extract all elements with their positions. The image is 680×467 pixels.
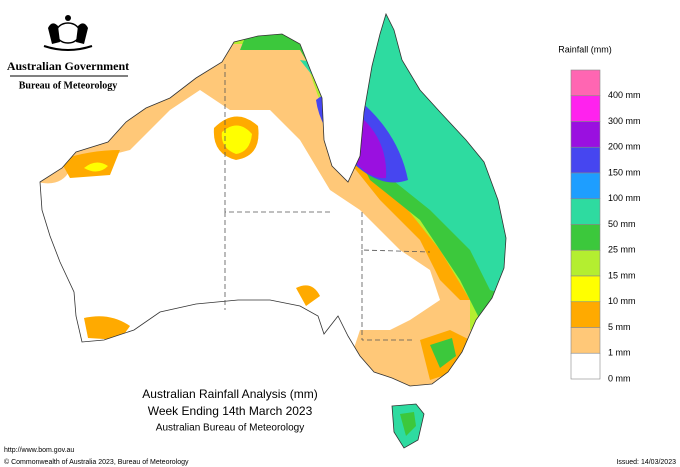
legend: 400 mm 300 mm 200 mm 150 mm 100 mm 50 mm 25 mm… — [570, 69, 641, 383]
map-credit: Australian Bureau of Meteorology — [156, 423, 304, 434]
legend-label: 10 mm — [608, 296, 636, 306]
legend-title: Rainfall (mm) — [558, 44, 612, 54]
legend-swatch — [570, 198, 601, 225]
legend-swatch — [570, 121, 601, 148]
legend-label: 400 mm — [608, 90, 641, 100]
legend-swatch — [570, 327, 601, 354]
legend-label: 5 mm — [608, 322, 631, 332]
legend-label: 0 mm — [608, 373, 631, 383]
legend-swatch — [570, 224, 601, 251]
map-subtitle: Week Ending 14th March 2023 — [148, 404, 313, 418]
legend-label: 25 mm — [608, 245, 636, 255]
government-name: Australian Government — [7, 59, 129, 73]
legend-label: 15 mm — [608, 270, 636, 280]
legend-label: 150 mm — [608, 167, 641, 177]
bureau-name: Bureau of Meteorology — [19, 80, 118, 91]
legend-label: 50 mm — [608, 219, 636, 229]
map-title: Australian Rainfall Analysis (mm) — [142, 387, 317, 401]
footer-url: http://www.bom.gov.au — [4, 447, 74, 454]
legend-label: 1 mm — [608, 348, 631, 358]
legend-swatch — [570, 95, 601, 122]
legend-swatch — [570, 301, 601, 328]
legend-swatch — [570, 172, 601, 200]
legend-swatch — [570, 69, 601, 97]
legend-label: 300 mm — [608, 116, 641, 126]
legend-swatch — [570, 146, 601, 174]
legend-swatch — [570, 352, 601, 380]
footer-copyright: © Commonwealth of Australia 2023, Bureau… — [4, 458, 189, 466]
crest — [43, 15, 93, 51]
legend-label: 200 mm — [608, 142, 641, 152]
legend-label: 100 mm — [608, 193, 641, 203]
legend-swatch — [570, 275, 601, 303]
legend-swatch — [570, 249, 601, 277]
footer-issued: Issued: 14/03/2023 — [616, 459, 676, 466]
